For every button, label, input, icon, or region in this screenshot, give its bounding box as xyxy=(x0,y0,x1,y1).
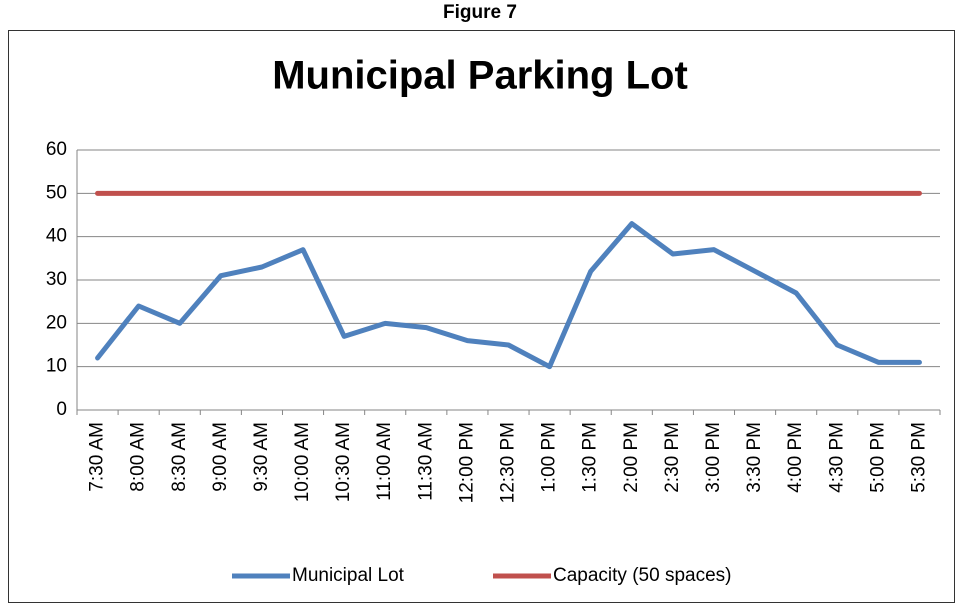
x-tick-label: 10:00 AM xyxy=(292,422,313,502)
x-tick-label: 8:30 AM xyxy=(169,422,190,492)
x-tick-label: 2:00 PM xyxy=(621,422,642,493)
y-tick-label: 10 xyxy=(46,356,67,377)
x-tick-label: 4:00 PM xyxy=(785,422,806,493)
x-tick-label: 9:30 AM xyxy=(251,422,272,492)
x-tick-label: 1:00 PM xyxy=(539,422,560,493)
legend-label: Municipal Lot xyxy=(292,565,405,586)
y-tick-label: 50 xyxy=(46,182,67,203)
x-tick-label: 4:30 PM xyxy=(826,422,847,493)
x-tick-label: 1:30 PM xyxy=(580,422,601,493)
x-tick-label: 11:30 AM xyxy=(415,422,436,501)
x-tick-label: 10:30 AM xyxy=(333,422,354,502)
x-tick-label: 12:30 PM xyxy=(498,422,519,503)
y-tick-label: 20 xyxy=(46,312,67,333)
x-tick-label: 7:30 AM xyxy=(87,422,108,492)
x-tick-label: 8:00 AM xyxy=(128,422,149,492)
y-tick-label: 40 xyxy=(46,226,67,247)
data-line xyxy=(95,221,922,370)
x-tick-label: 5:00 PM xyxy=(867,422,888,493)
caption: Figure 7 xyxy=(443,2,517,23)
y-tick-label: 0 xyxy=(56,399,67,420)
x-tick-label: 11:00 AM xyxy=(374,422,395,501)
x-tick-label: 2:30 PM xyxy=(662,422,683,493)
x-tick-label: 12:00 PM xyxy=(456,422,477,503)
x-tick-label: 5:30 PM xyxy=(908,422,929,493)
x-tick-label: 3:00 PM xyxy=(703,422,724,493)
y-tick-label: 30 xyxy=(46,269,67,290)
legend-label: Capacity (50 spaces) xyxy=(553,565,731,586)
y-tick-label: 60 xyxy=(46,139,67,160)
chart-title: Municipal Parking Lot xyxy=(272,54,688,98)
x-tick-label: 3:30 PM xyxy=(744,422,765,493)
x-tick-label: 9:00 AM xyxy=(210,422,231,492)
